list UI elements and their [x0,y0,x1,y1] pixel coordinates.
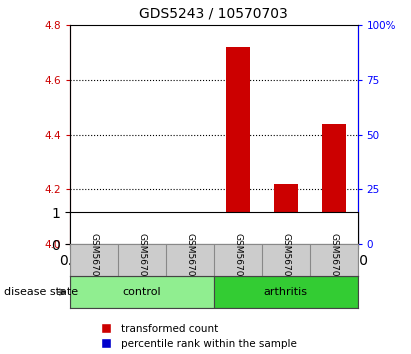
Bar [226,47,250,244]
Bar [322,124,346,244]
Text: GSM567074: GSM567074 [89,233,98,288]
Bar [274,184,298,244]
Text: control: control [122,287,161,297]
Title: GDS5243 / 10570703: GDS5243 / 10570703 [139,7,288,21]
Bar [70,276,214,308]
Text: GSM567080: GSM567080 [233,233,242,288]
Bar [178,236,202,244]
Bar [214,276,358,308]
Bar [82,236,106,244]
Bar [130,236,154,244]
Text: GSM567075: GSM567075 [137,233,146,288]
Text: GSM567081: GSM567081 [281,233,290,288]
Legend: transformed count, percentile rank within the sample: transformed count, percentile rank withi… [96,324,296,349]
Text: arthritis: arthritis [263,287,308,297]
Text: disease state: disease state [4,287,78,297]
Text: GSM567076: GSM567076 [185,233,194,288]
Text: GSM567082: GSM567082 [329,233,338,288]
